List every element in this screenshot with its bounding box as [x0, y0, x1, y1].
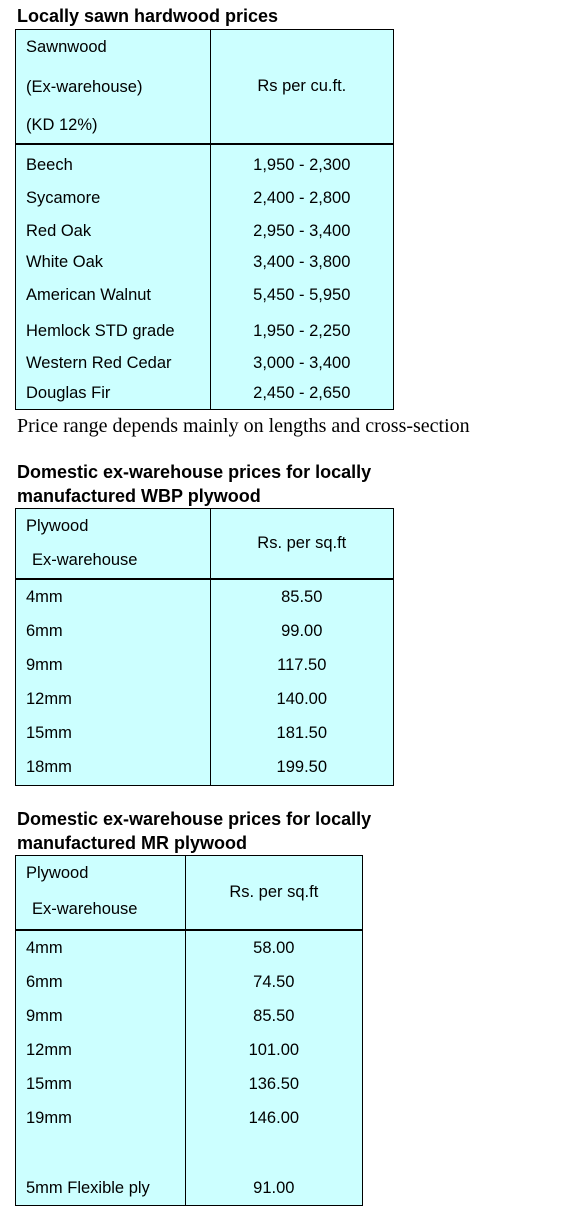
table-row: 18mm 199.50 — [15, 750, 395, 786]
thickness: 12mm — [15, 682, 211, 717]
price-range: 2,400 - 2,800 — [209, 181, 395, 216]
header-line: Ex-warehouse — [32, 900, 138, 918]
table-row: American Walnut 5,450 - 5,950 — [15, 277, 395, 314]
product-name: Red Oak — [15, 215, 211, 247]
hardwood-price-table: Sawnwood (Ex-warehouse) (KD 12%) Rs per … — [15, 29, 395, 410]
price: 85.50 — [184, 999, 364, 1034]
product-name: White Oak — [15, 246, 211, 278]
price-range: 2,450 - 2,650 — [209, 378, 395, 410]
table-row: 15mm 181.50 — [15, 716, 395, 751]
header-line: Plywood — [26, 517, 89, 535]
product-name: Hemlock STD grade — [15, 313, 211, 349]
table-row: Western Red Cedar 3,000 - 3,400 — [15, 348, 395, 379]
wbp-title-line-2: manufactured WBP plywood — [17, 486, 261, 506]
thickness: 15mm — [15, 716, 211, 751]
product-name: Douglas Fir — [15, 378, 211, 410]
price-range: 2,950 - 3,400 — [209, 215, 395, 247]
thickness: 19mm — [15, 1101, 186, 1136]
mr-price-table: Plywood Ex-warehouse Rs. per sq.ft 4mm 5… — [15, 855, 364, 1206]
table-row: 12mm 101.00 — [15, 1033, 364, 1068]
thickness: 4mm — [15, 578, 211, 615]
price: 85.50 — [209, 578, 395, 615]
product-name: American Walnut — [15, 277, 211, 314]
price-range-note: Price range depends mainly on lengths an… — [17, 415, 470, 437]
mr-title-line-2: manufactured MR plywood — [17, 833, 248, 853]
price: 99.00 — [209, 614, 395, 649]
table-row — [15, 1135, 364, 1172]
table-row: White Oak 3,400 - 3,800 — [15, 246, 395, 278]
thickness: 12mm — [15, 1033, 186, 1068]
header-line: Sawnwood — [26, 38, 107, 56]
table-row: 5mm Flexible ply 91.00 — [15, 1171, 364, 1206]
header-line: (Ex-warehouse) — [26, 78, 143, 96]
header-line: (KD 12%) — [26, 116, 98, 134]
thickness: 15mm — [15, 1067, 186, 1102]
hardwood-title: Locally sawn hardwood prices — [17, 6, 279, 26]
price-range: 1,950 - 2,250 — [209, 313, 395, 349]
header-cell-product: Sawnwood (Ex-warehouse) (KD 12%) — [15, 29, 211, 145]
price-range: 5,450 - 5,950 — [209, 277, 395, 314]
thickness — [15, 1135, 186, 1172]
price-range: 3,000 - 3,400 — [209, 348, 395, 379]
price: 58.00 — [184, 929, 364, 966]
table-row: 19mm 146.00 — [15, 1101, 364, 1136]
thickness: 9mm — [15, 648, 211, 683]
table-header-row: Sawnwood (Ex-warehouse) (KD 12%) Rs per … — [15, 29, 395, 145]
table-row: 6mm 99.00 — [15, 614, 395, 649]
wbp-title-line-1: Domestic ex-warehouse prices for locally — [17, 462, 372, 482]
thickness: 9mm — [15, 999, 186, 1034]
price: 74.50 — [184, 965, 364, 1000]
price: 91.00 — [184, 1171, 364, 1206]
price-range: 1,950 - 2,300 — [209, 143, 395, 182]
header-cell-product: Plywood Ex-warehouse — [15, 855, 186, 931]
thickness: 4mm — [15, 929, 186, 966]
table-header-row: Plywood Ex-warehouse Rs. per sq.ft — [15, 508, 395, 580]
table-row: 4mm 85.50 — [15, 578, 395, 615]
thickness: 6mm — [15, 614, 211, 649]
table-row: 9mm 85.50 — [15, 999, 364, 1034]
price: 136.50 — [184, 1067, 364, 1102]
header-line: Plywood — [26, 864, 89, 882]
table-row: Douglas Fir 2,450 - 2,650 — [15, 378, 395, 410]
header-cell-price: Rs. per sq.ft — [184, 855, 364, 931]
table-row: 15mm 136.50 — [15, 1067, 364, 1102]
mr-title-line-1: Domestic ex-warehouse prices for locally — [17, 809, 372, 829]
price: 101.00 — [184, 1033, 364, 1068]
price: 181.50 — [209, 716, 395, 751]
wbp-price-table: Plywood Ex-warehouse Rs. per sq.ft 4mm 8… — [15, 508, 395, 786]
thickness: 5mm Flexible ply — [15, 1171, 186, 1206]
table-row: 9mm 117.50 — [15, 648, 395, 683]
price — [184, 1135, 364, 1172]
product-name: Beech — [15, 143, 211, 182]
header-line: Ex-warehouse — [32, 551, 138, 569]
thickness: 6mm — [15, 965, 186, 1000]
product-name: Western Red Cedar — [15, 348, 211, 379]
header-cell-price: Rs per cu.ft. — [209, 29, 395, 145]
table-row: Red Oak 2,950 - 3,400 — [15, 215, 395, 247]
price: 199.50 — [209, 750, 395, 786]
table-header-row: Plywood Ex-warehouse Rs. per sq.ft — [15, 855, 364, 931]
price-range: 3,400 - 3,800 — [209, 246, 395, 278]
price: 117.50 — [209, 648, 395, 683]
table-row: Hemlock STD grade 1,950 - 2,250 — [15, 313, 395, 349]
price: 140.00 — [209, 682, 395, 717]
table-row: 12mm 140.00 — [15, 682, 395, 717]
table-row: 4mm 58.00 — [15, 929, 364, 966]
product-name: Sycamore — [15, 181, 211, 216]
table-row: 6mm 74.50 — [15, 965, 364, 1000]
thickness: 18mm — [15, 750, 211, 786]
table-row: Beech 1,950 - 2,300 — [15, 143, 395, 182]
price: 146.00 — [184, 1101, 364, 1136]
header-cell-product: Plywood Ex-warehouse — [15, 508, 211, 580]
table-row: Sycamore 2,400 - 2,800 — [15, 181, 395, 216]
header-cell-price: Rs. per sq.ft — [209, 508, 395, 580]
